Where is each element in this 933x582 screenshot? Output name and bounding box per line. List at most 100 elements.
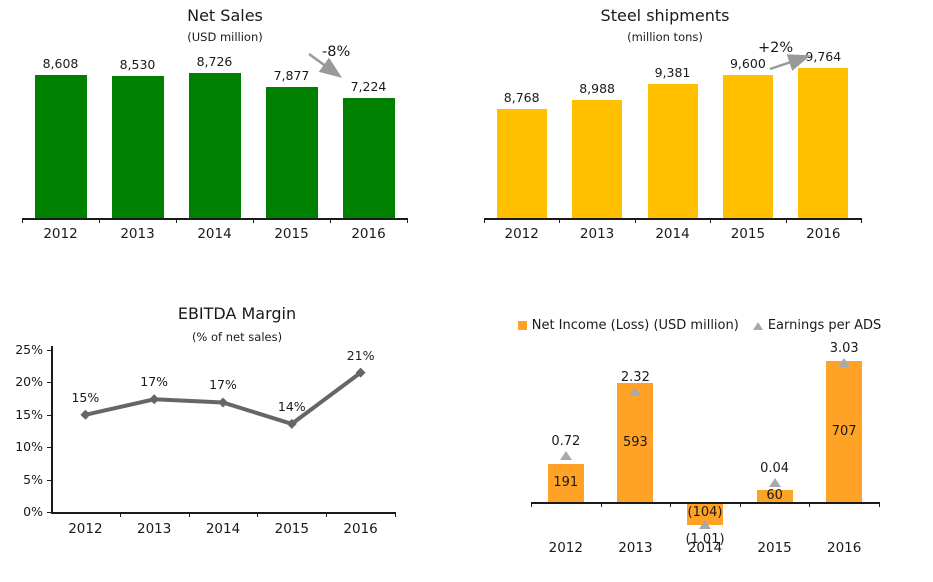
x-axis	[51, 512, 395, 514]
x-axis	[22, 218, 407, 220]
legend-label-eps: Earnings per ADS	[767, 318, 882, 333]
x-axis-label: 2016	[343, 521, 378, 537]
y-axis-tick	[47, 350, 53, 351]
bar-value-label: 593	[622, 434, 648, 450]
bar-value-label: 60	[766, 488, 783, 503]
chart-title-steel-shipments: Steel shipments	[600, 6, 730, 25]
eps-triangle-marker	[768, 477, 781, 487]
x-axis-label: 2015	[274, 521, 309, 537]
x-axis-tick	[879, 502, 880, 507]
y-axis-label: 15%	[15, 406, 43, 422]
x-axis-label: 2013	[618, 540, 653, 556]
bar-value-label: (104)	[687, 504, 723, 520]
bar-2014	[188, 73, 241, 218]
x-axis-tick	[395, 512, 396, 517]
chart-steel-shipments: Steel shipments (million tons) 8,768 2012…	[466, 0, 933, 290]
x-axis-label: 2014	[197, 226, 232, 242]
annotation-net-sales: -8%	[322, 44, 351, 60]
x-axis-label: 2015	[757, 540, 792, 556]
x-axis-tick	[634, 218, 636, 223]
net-income-square-icon	[517, 321, 527, 330]
x-axis-tick	[861, 218, 862, 223]
bar-value-label: 7,224	[350, 79, 387, 94]
legend-item-eps: Earnings per ADS	[752, 318, 882, 333]
x-axis-tick	[99, 218, 100, 223]
bar-2016	[798, 68, 849, 218]
y-axis-tick	[47, 414, 53, 416]
x-axis-label: 2013	[579, 226, 615, 242]
bar-value-label: 8,768	[503, 90, 540, 105]
x-axis-tick	[670, 502, 672, 507]
x-axis-label: 2015	[730, 226, 766, 242]
eps-value-label: 3.03	[829, 341, 859, 357]
chart-subtitle-net-sales: (USD million)	[187, 30, 263, 44]
point-label: 17%	[140, 374, 169, 390]
x-axis-tick	[22, 218, 23, 223]
x-axis-tick	[739, 502, 741, 507]
bar-2015	[722, 75, 773, 218]
eps-triangle-marker	[838, 358, 851, 368]
x-axis-label: 2012	[43, 226, 78, 242]
y-axis-tick	[47, 512, 53, 513]
bar-2015	[265, 87, 318, 218]
bar-value-label: 8,608	[42, 56, 79, 71]
x-axis-label: 2014	[687, 540, 723, 556]
eps-value-label: (1.01)	[685, 531, 725, 547]
bar-2014	[647, 84, 698, 218]
y-axis-label: 10%	[15, 439, 43, 455]
bar-2013	[572, 100, 623, 218]
chart-title-net-sales: Net Sales	[187, 6, 263, 25]
x-axis-tick	[710, 218, 712, 223]
x-axis-label: 2014	[205, 521, 241, 537]
bar-value-label: 9,600	[729, 56, 766, 71]
eps-triangle-icon	[752, 321, 763, 330]
x-axis-tick	[188, 512, 190, 517]
chart-ebitda-margin: EBITDA Margin (% of net sales) 0% 5% 10% 15…	[0, 290, 466, 582]
y-axis-label: 5%	[23, 471, 43, 487]
x-axis-tick	[407, 218, 408, 223]
x-axis-label: 2016	[806, 226, 841, 242]
legend-label-net-income: Net Income (Loss) (USD million)	[531, 318, 739, 333]
x-axis-tick	[559, 218, 561, 223]
bar-2016	[342, 98, 395, 218]
eps-triangle-marker	[629, 386, 642, 396]
eps-value-label: 0.04	[760, 460, 790, 476]
x-axis	[484, 218, 861, 220]
point-label: 21%	[346, 347, 375, 363]
eps-triangle-marker	[699, 519, 711, 529]
bar-2014	[687, 503, 723, 525]
x-axis-tick	[531, 502, 532, 507]
y-axis-label: 0%	[23, 504, 43, 519]
y-axis-tick	[47, 479, 53, 481]
x-axis-tick	[257, 512, 259, 517]
point-label: 15%	[71, 389, 100, 405]
x-axis	[531, 502, 879, 504]
x-axis-label: 2012	[548, 540, 583, 556]
bar-2013	[111, 76, 164, 218]
x-axis-label: 2014	[655, 226, 690, 242]
x-axis-label: 2016	[351, 226, 386, 242]
bar-2012	[34, 75, 87, 218]
chart-net-sales: Net Sales (USD million) 8,608 2012 8,530 20…	[0, 0, 466, 290]
chart-subtitle-ebitda-margin: (% of net sales)	[191, 330, 283, 344]
bar-value-label: 707	[831, 423, 857, 439]
x-axis-tick	[484, 218, 485, 223]
bar-value-label: 8,726	[196, 54, 233, 69]
chart-subtitle-steel-shipments: (million tons)	[627, 30, 703, 44]
x-axis-label: 2012	[504, 226, 539, 242]
bar-2012	[547, 464, 584, 502]
y-axis-tick	[47, 382, 53, 384]
bar-2012	[496, 109, 547, 218]
x-axis-tick	[119, 512, 121, 517]
y-axis	[51, 346, 53, 514]
y-axis-tick	[47, 447, 53, 449]
x-axis-tick	[600, 502, 602, 507]
eps-value-label: 0.72	[551, 433, 581, 449]
point-label: 17%	[209, 377, 237, 393]
bar-value-label: 191	[553, 475, 579, 490]
x-axis-tick	[330, 218, 331, 223]
x-axis-label: 2013	[120, 226, 155, 242]
bar-value-label: 8,988	[579, 81, 615, 96]
bar-2016	[826, 361, 863, 502]
x-axis-tick	[253, 218, 254, 223]
